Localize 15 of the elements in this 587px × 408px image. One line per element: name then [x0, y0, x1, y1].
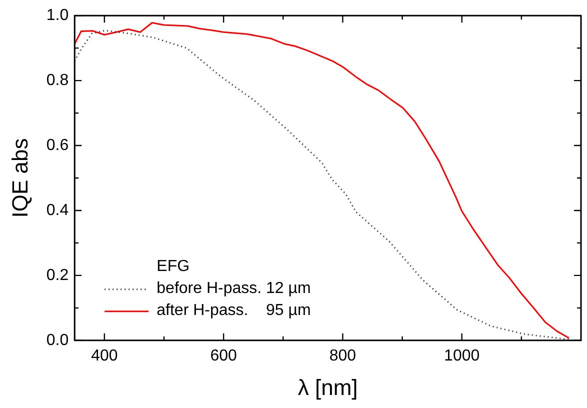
y-axis-title: IQE abs: [7, 138, 32, 218]
x-tick-label: 800: [329, 347, 356, 364]
x-axis-title: λ [nm]: [298, 374, 358, 400]
x-tick-label: 600: [210, 347, 238, 364]
x-tick-label: 1000: [444, 347, 480, 364]
legend-label: after H-pass. 95 µm: [156, 302, 311, 319]
y-tick-label: 0.6: [46, 136, 69, 154]
legend-label: before H-pass. 12 µm: [156, 280, 311, 297]
x-tick-label: 400: [91, 347, 118, 364]
legend-title: EFG: [156, 258, 190, 275]
y-tick-label: 0.4: [46, 202, 69, 219]
y-tick-label: 0.8: [46, 72, 69, 89]
y-tick-label: 0.2: [46, 266, 69, 284]
y-tick-label: 0.0: [46, 332, 69, 349]
y-tick-label: 1.0: [46, 7, 69, 24]
